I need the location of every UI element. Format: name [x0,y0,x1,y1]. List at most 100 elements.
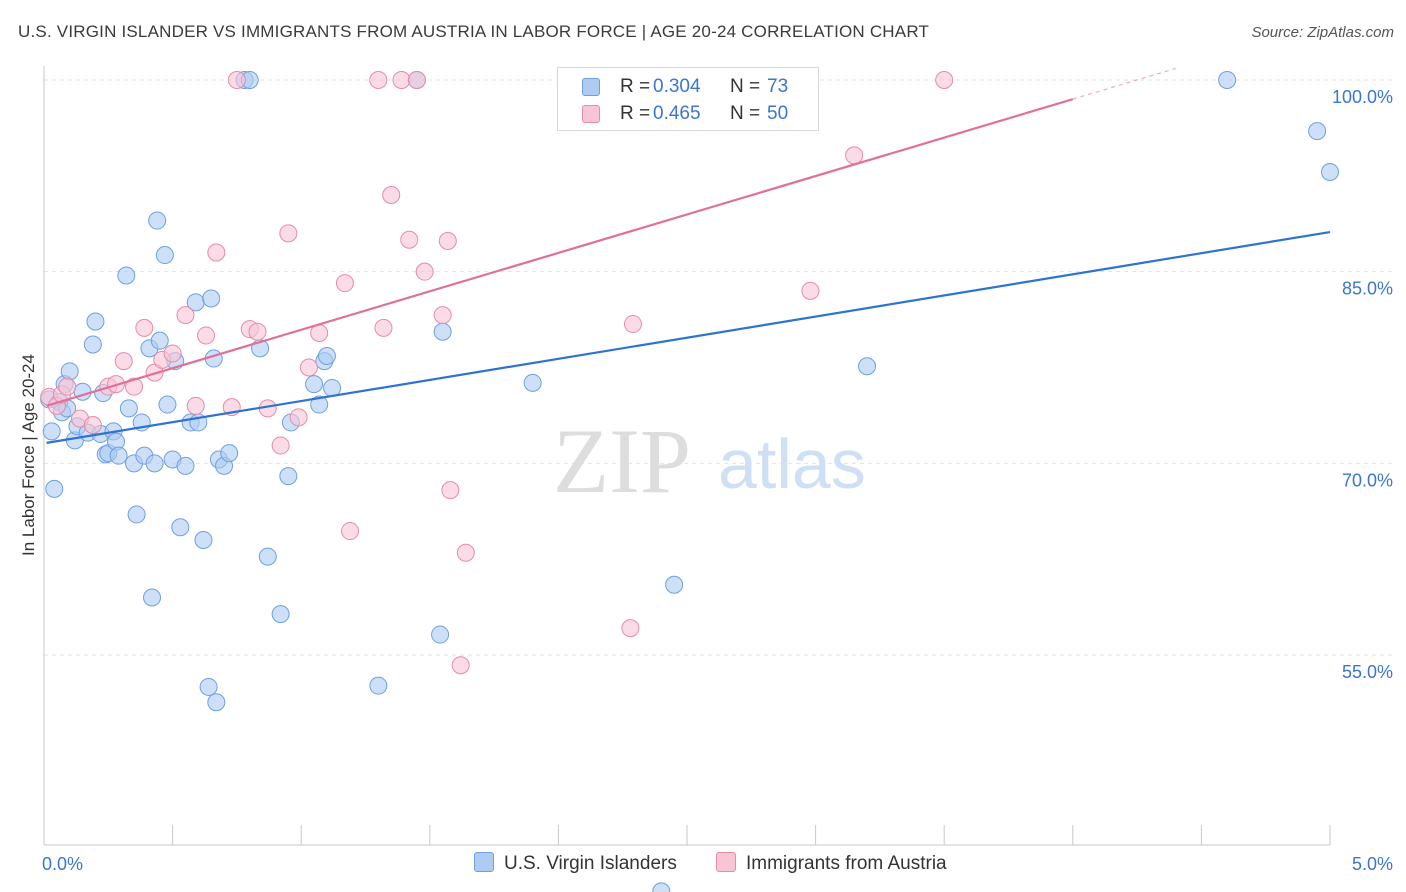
data-point-austria [197,326,216,345]
data-point-virgin-islanders [202,289,221,308]
data-point-virgin-islanders [271,605,290,624]
data-point-austria [392,71,411,89]
data-point-virgin-islanders [60,362,79,381]
y-tick-label: 70.0% [1342,470,1393,490]
data-point-austria [83,416,102,434]
data-point-virgin-islanders [171,518,190,537]
legend-n-label: N = [730,103,761,124]
legend-swatch-virgin-islanders [474,852,494,872]
legend-r-value: 0.304 [653,76,701,97]
data-point-virgin-islanders [176,456,195,475]
chart-source: Source: ZipAtlas.com [1251,24,1394,41]
data-point-austria [441,481,460,500]
data-point-austria [935,71,954,89]
bottom-legend-austria[interactable]: Immigrants from Austria [716,852,947,875]
data-point-austria [451,656,470,675]
data-point-austria [369,71,388,89]
chart-title: U.S. VIRGIN ISLANDER VS IMMIGRANTS FROM … [18,22,930,41]
data-point-virgin-islanders [305,375,324,394]
data-point-virgin-islanders [45,479,64,498]
data-point-austria [279,224,298,243]
data-point-virgin-islanders [323,378,342,397]
legend-n-value: 50 [767,103,789,124]
data-point-virgin-islanders [145,454,164,473]
data-point-virgin-islanders [523,373,542,392]
data-point-virgin-islanders [158,395,177,414]
x-tick-label: 5.0% [1352,854,1393,874]
y-tick-label: 55.0% [1342,662,1393,682]
data-point-virgin-islanders [431,625,450,644]
legend-r-label: R = [620,76,651,97]
legend-swatch-virgin-islanders [582,78,600,96]
data-point-virgin-islanders [1308,122,1327,141]
data-point-austria [58,377,77,396]
legend-swatch-austria [582,105,600,123]
x-tick-label: 0.0% [42,854,83,874]
data-point-austria [341,522,360,541]
legend-label-austria: Immigrants from Austria [746,853,947,874]
data-point-virgin-islanders [652,882,671,892]
data-point-austria [125,377,144,396]
data-point-virgin-islanders [127,505,146,524]
y-axis-label: In Labor Force | Age 20-24 [19,354,38,556]
data-point-austria [289,408,308,427]
data-point-virgin-islanders [155,246,174,265]
data-point-austria [621,619,640,638]
data-point-virgin-islanders [109,446,128,465]
data-point-virgin-islanders [199,677,218,696]
data-point-virgin-islanders [858,357,877,376]
data-point-austria [374,318,393,337]
data-point-austria [335,274,354,293]
data-point-virgin-islanders [119,399,138,418]
data-point-austria [438,232,457,250]
bottom-legend-virgin-islanders[interactable]: U.S. Virgin Islanders [474,852,677,875]
data-point-austria [801,281,820,300]
trend-line-virgin-islanders [46,230,1331,444]
data-point-austria [623,315,642,334]
legend-swatch-austria [716,852,736,872]
data-point-virgin-islanders [1218,71,1237,89]
legend-label-virgin-islanders: U.S. Virgin Islanders [504,853,677,874]
data-point-virgin-islanders [258,547,277,566]
data-point-austria [135,318,154,337]
data-point-virgin-islanders [148,211,167,230]
data-point-virgin-islanders [220,444,239,463]
data-point-austria [845,146,864,165]
data-point-virgin-islanders [317,347,336,365]
data-point-virgin-islanders [86,312,105,331]
data-point-virgin-islanders [83,335,102,354]
data-point-virgin-islanders [42,422,61,441]
data-point-virgin-islanders [279,467,298,486]
trend-line-extension [1072,67,1176,100]
data-point-virgin-islanders [369,676,388,695]
data-point-virgin-islanders [117,266,136,285]
data-point-virgin-islanders [433,322,452,341]
data-point-austria [163,344,182,363]
data-point-austria [299,358,318,377]
data-point-austria [415,262,434,281]
data-point-austria [227,71,246,89]
data-point-austria [271,436,290,455]
correlation-legend: R = 0.304 N = 73 R = 0.465 N = 50 [557,67,819,131]
legend-n-value: 73 [767,76,789,97]
data-point-austria [407,71,426,89]
data-point-austria [114,352,133,371]
data-point-virgin-islanders [665,575,684,594]
legend-r-label: R = [620,103,651,124]
y-tick-label: 85.0% [1342,279,1393,299]
data-point-virgin-islanders [207,693,226,712]
legend-n-label: N = [730,76,761,97]
y-tick-label: 100.0% [1332,87,1393,107]
data-point-austria [433,306,452,325]
watermark-zip: ZIP [553,410,691,512]
data-point-austria [382,186,401,204]
data-point-virgin-islanders [143,588,162,607]
data-point-austria [456,543,475,562]
data-point-austria [207,243,226,262]
legend-r-value: 0.465 [653,103,701,124]
data-point-virgin-islanders [1321,163,1339,181]
watermark-atlas: atlas [718,425,866,503]
data-point-virgin-islanders [310,395,329,414]
trend-line-austria [46,98,1074,407]
